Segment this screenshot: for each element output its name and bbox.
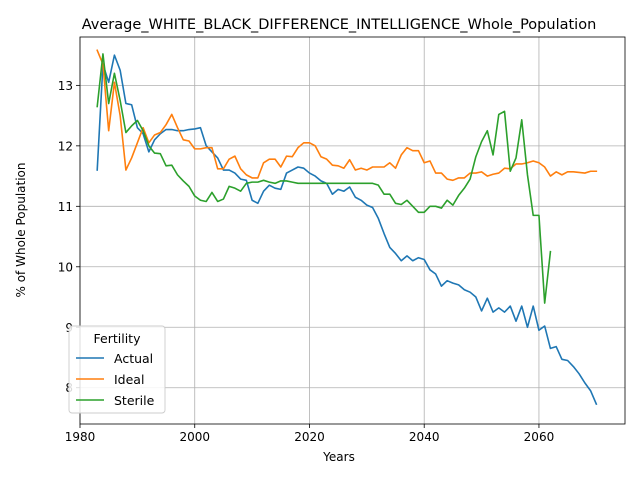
chart-title: Average_WHITE_BLACK_DIFFERENCE_INTELLIGE…	[82, 17, 597, 33]
legend-box	[68, 325, 166, 414]
grid	[79, 37, 625, 424]
legend-label-ideal: Ideal	[114, 372, 144, 387]
y-tick-label: 12	[58, 139, 73, 153]
x-tick-label: 1980	[65, 430, 96, 444]
y-tick-label: 13	[58, 79, 73, 93]
series-line-actual	[96, 54, 598, 406]
x-tick-label: 2060	[524, 430, 555, 444]
y-axis-label: % of Whole Population	[14, 163, 28, 298]
y-tick-label: 11	[58, 200, 73, 214]
axis-ticks: 198020002020204020608910111213	[58, 79, 555, 444]
plot-area-frame	[79, 36, 626, 425]
legend-label-sterile: Sterile	[114, 393, 155, 408]
legend-label-actual: Actual	[114, 351, 153, 366]
x-tick-label: 2040	[409, 430, 440, 444]
legend-title: Fertility	[94, 331, 142, 346]
x-axis-label: Years	[322, 450, 355, 464]
x-tick-label: 2000	[179, 430, 210, 444]
y-tick-label: 10	[58, 260, 73, 274]
series-line-sterile	[96, 53, 552, 304]
series-lines	[96, 49, 598, 406]
legend: Fertility Actual Ideal Sterile	[68, 325, 166, 414]
x-tick-label: 2020	[294, 430, 325, 444]
